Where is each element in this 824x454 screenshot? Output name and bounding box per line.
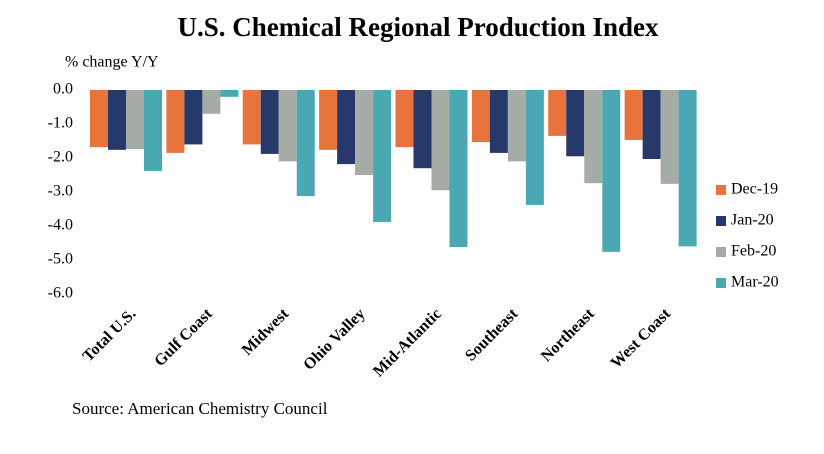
bar [373, 90, 392, 222]
x-tick-label: Mid-Atlantic [370, 305, 445, 380]
bar [90, 90, 108, 148]
bar [319, 90, 338, 150]
y-tick-label: -3.0 [48, 183, 73, 200]
bar [507, 90, 526, 162]
legend-swatch [716, 185, 726, 195]
x-tick-label: Gulf Coast [151, 305, 216, 370]
y-tick-label: -2.0 [48, 149, 73, 166]
x-tick-label: Total U.S. [80, 305, 140, 365]
bar [525, 90, 544, 205]
legend-label: Mar-20 [731, 274, 779, 291]
bar [202, 90, 221, 114]
bar [431, 90, 450, 191]
bar [220, 90, 239, 97]
bar [602, 90, 621, 252]
legend-label: Feb-20 [731, 243, 776, 260]
x-tick-label: Ohio Valley [300, 305, 368, 373]
x-tick-label: Midwest [239, 305, 293, 359]
bar [126, 90, 144, 150]
bar [489, 90, 508, 153]
x-tick-label: Southeast [462, 305, 522, 365]
bar [660, 90, 679, 184]
bar [413, 90, 432, 169]
bar [548, 90, 567, 136]
legend-label: Dec-19 [731, 181, 778, 198]
x-tick-label: Northeast [538, 305, 598, 365]
bar [296, 90, 315, 197]
bar [355, 90, 374, 175]
legend-label: Jan-20 [731, 212, 774, 229]
y-tick-label: -4.0 [48, 217, 73, 234]
bar [108, 90, 126, 150]
bar [566, 90, 585, 157]
bar [584, 90, 603, 184]
bar [471, 90, 490, 143]
x-tick-label: West Coast [608, 305, 675, 372]
bar [678, 90, 697, 247]
bar [166, 90, 185, 153]
legend-swatch [716, 278, 726, 288]
bar [278, 90, 297, 162]
legend-swatch [716, 247, 726, 257]
bar [144, 90, 162, 171]
bar [184, 90, 203, 145]
y-tick-label: -6.0 [48, 285, 73, 302]
bar [337, 90, 356, 165]
legend-swatch [716, 216, 726, 226]
y-tick-label: -1.0 [48, 115, 73, 132]
bar [624, 90, 643, 140]
y-tick-label: -5.0 [48, 251, 73, 268]
y-axis-label: % change Y/Y [65, 54, 159, 71]
bar [395, 90, 414, 148]
source: Source: American Chemistry Council [72, 399, 328, 418]
bar [449, 90, 468, 248]
chart-title: U.S. Chemical Regional Production Index [177, 12, 659, 42]
bar [242, 90, 261, 145]
y-tick-label: 0.0 [53, 81, 73, 98]
bar [260, 90, 279, 154]
bar [642, 90, 661, 160]
